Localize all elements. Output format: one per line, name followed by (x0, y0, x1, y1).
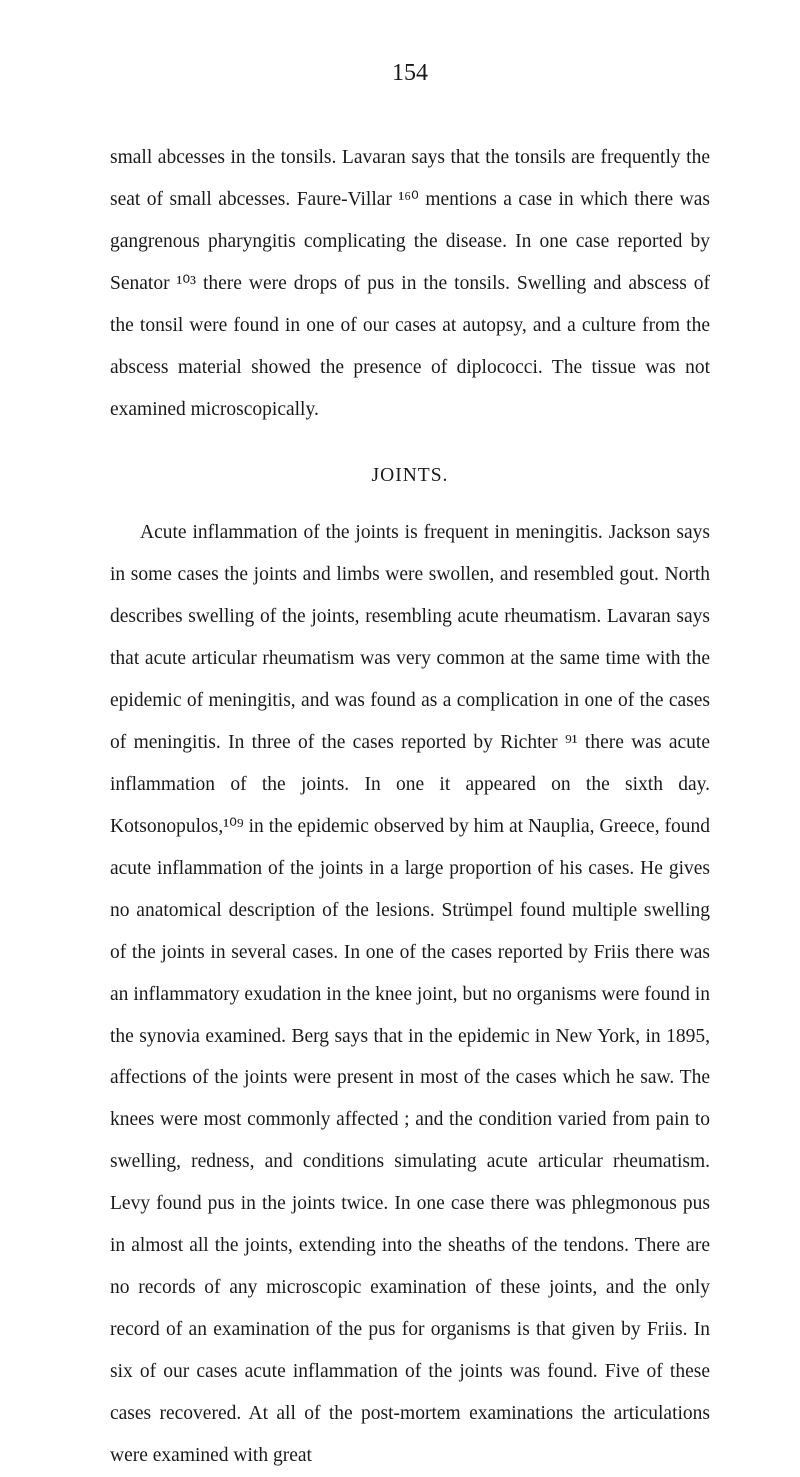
section-heading-joints: JOINTS. (110, 465, 710, 487)
paragraph-2: Acute inflammation of the joints is freq… (110, 512, 710, 1476)
page-number: 154 (110, 60, 710, 87)
paragraph-1: small abcesses in the tonsils. Lavaran s… (110, 137, 710, 430)
